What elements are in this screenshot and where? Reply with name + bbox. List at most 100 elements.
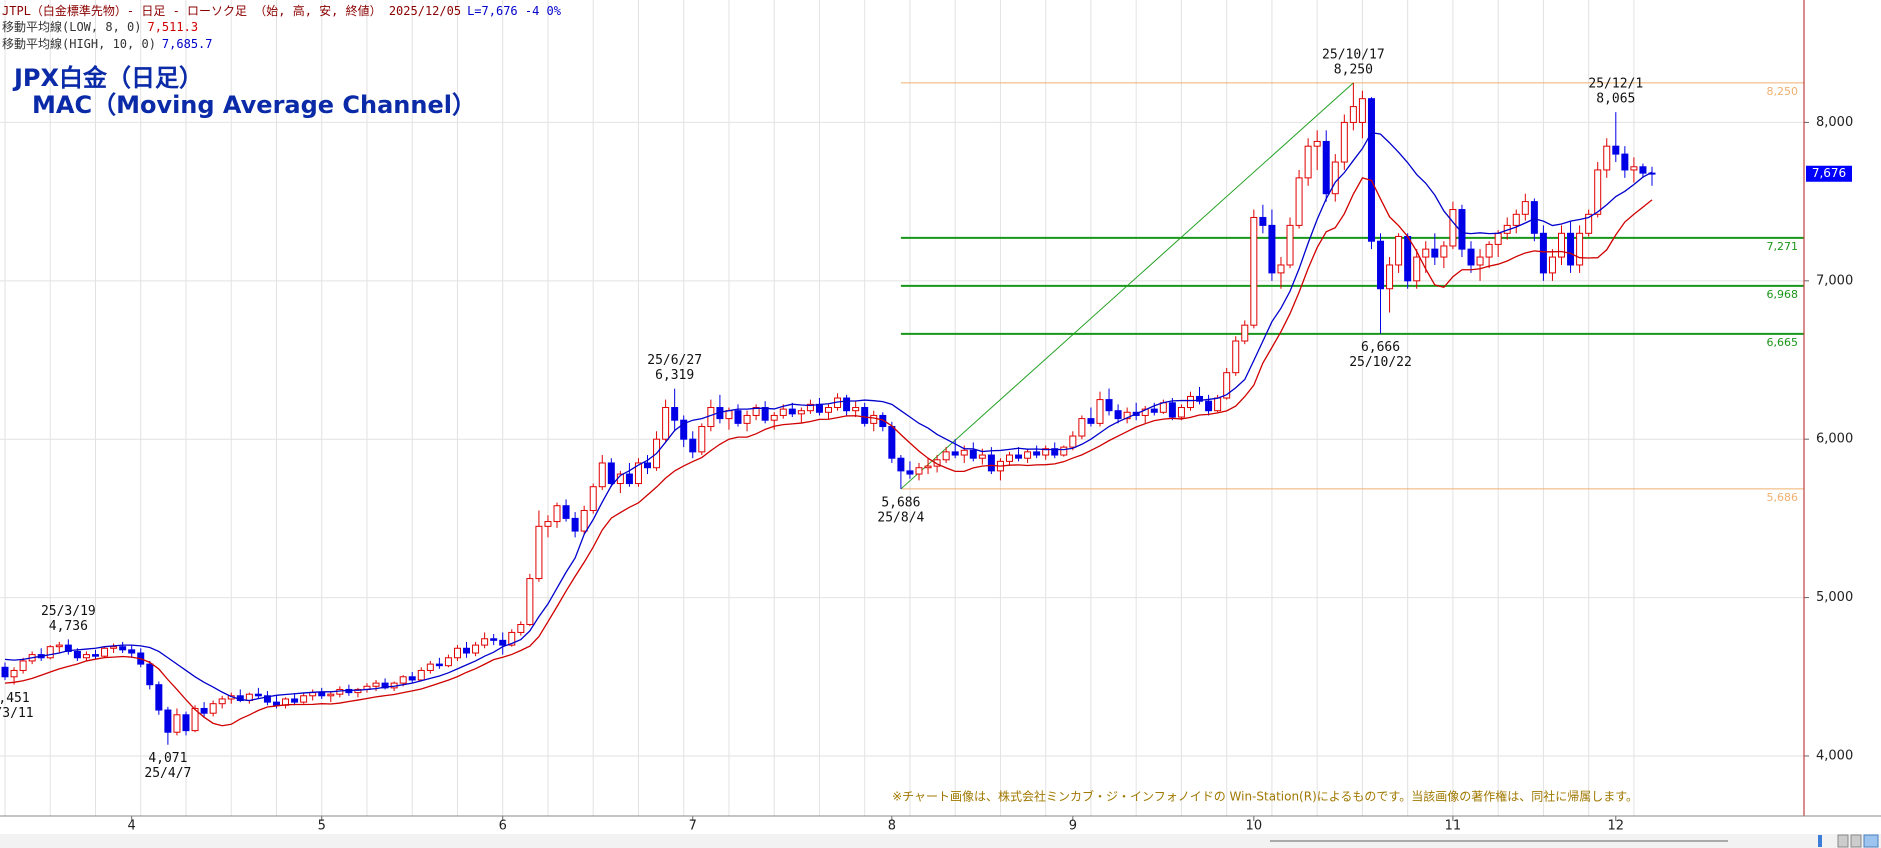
candle-body: [879, 414, 887, 428]
candle-body: [987, 454, 995, 472]
level-label: 6,968: [1767, 288, 1799, 301]
candle-body: [924, 465, 932, 469]
candle-body: [825, 407, 832, 413]
candle-body: [73, 650, 81, 659]
candle-body: [1114, 410, 1122, 420]
candle-body: [1431, 248, 1439, 258]
candle-body: [1105, 399, 1113, 412]
y-tick-label: 6,000: [1816, 432, 1853, 447]
scroll-strip: [0, 834, 1881, 848]
candle-body: [644, 462, 652, 469]
candle-body: [1005, 454, 1013, 462]
annotation-date: 25/4/7: [144, 766, 191, 781]
candle-body: [91, 654, 99, 657]
candle-body: [978, 454, 986, 459]
candle-body: [1558, 232, 1566, 258]
candle-body: [490, 638, 498, 641]
annotation-date: 25/10/17: [1322, 47, 1385, 62]
candle-body: [1476, 256, 1484, 266]
candle-body: [209, 703, 217, 714]
labels-layer: 4 5 6 7 8 9 10 11 12 4,000 5,000 6,000 7,000 8,000 8,2…: [0, 47, 1853, 833]
candle-body: [82, 654, 90, 659]
candle-body: [1340, 121, 1348, 163]
annotation-value: 6,666: [1361, 340, 1400, 355]
candle-body: [770, 414, 778, 421]
annotation-date: 25/8/4: [877, 510, 924, 525]
candle-body: [634, 462, 642, 485]
candle-body: [1205, 400, 1213, 412]
annotation-date: 25/12/1: [1588, 77, 1643, 92]
candle-body: [408, 676, 416, 681]
candle-body: [761, 407, 769, 421]
annotation-date: 25/10/22: [1349, 355, 1412, 370]
candle-body: [46, 646, 54, 659]
copyright-note: ※チャート画像は、株式会社ミンカブ・ジ・インフォノイドの Win-Station…: [892, 789, 1638, 804]
candle-body: [553, 505, 561, 523]
candle-body: [960, 449, 968, 456]
candle-body: [426, 663, 434, 671]
candle-body: [1060, 446, 1068, 456]
candle-body: [191, 707, 199, 732]
candle-body: [354, 688, 362, 694]
candle-body: [1404, 235, 1412, 282]
grid-layer: [0, 0, 1809, 821]
candle-body: [272, 701, 280, 706]
candle-body: [680, 419, 688, 440]
annotation-value: ,451: [0, 691, 30, 706]
candle-body: [372, 682, 380, 687]
moving-average-line: [4, 177, 1653, 727]
candle-body: [1259, 216, 1267, 226]
x-tick-label: 4: [128, 819, 136, 834]
candle-body: [146, 663, 154, 686]
candle-body: [526, 578, 534, 626]
candle-body: [499, 639, 507, 646]
candle-body: [1096, 399, 1104, 424]
candle-body: [788, 408, 796, 415]
candle-body: [1358, 98, 1366, 123]
candle-body: [218, 698, 226, 705]
ma-name: 移動平均線(HIGH, 10, 0): [2, 36, 156, 51]
candle-body: [1196, 395, 1204, 402]
candle-body: [625, 473, 633, 485]
x-tick-label: 8: [888, 819, 896, 834]
candle-body: [1313, 140, 1321, 147]
candle-body: [861, 407, 869, 424]
candle-body: [571, 517, 579, 532]
candle-body: [806, 403, 814, 412]
y-tick-label: 5,000: [1816, 590, 1853, 605]
candle-body: [752, 407, 760, 416]
zoom-button[interactable]: [1837, 834, 1849, 848]
candle-body: [1042, 448, 1050, 456]
candle-body: [544, 521, 552, 527]
candle-body: [1539, 232, 1547, 274]
candle-body: [1250, 216, 1258, 326]
candle-body: [562, 505, 570, 519]
candle-body: [1449, 209, 1457, 247]
header-text: JTPL（白金標準先物）- 日足 - ローソク足 （始, 高, 安, 終値） 2…: [2, 3, 461, 18]
candle-body: [64, 644, 72, 652]
candle-body: [689, 438, 697, 453]
candle-body: [1576, 232, 1584, 266]
candle-body: [707, 407, 715, 428]
candle-body: [19, 660, 27, 671]
candle-body: [55, 644, 63, 648]
candle-body: [951, 451, 959, 456]
scroll-thumb[interactable]: [1818, 835, 1822, 847]
candle-body: [1268, 224, 1276, 274]
candle-body: [10, 669, 18, 678]
candle-body: [1612, 145, 1620, 155]
candle-body: [182, 714, 190, 732]
candle-body: [852, 407, 860, 412]
annotation-date: 25/3/19: [41, 604, 96, 619]
fit-button[interactable]: [1863, 834, 1879, 848]
candle-body: [888, 426, 896, 459]
zoom-button[interactable]: [1850, 834, 1862, 848]
level-label: 7,271: [1767, 240, 1799, 253]
candle-body: [327, 693, 335, 697]
marks-layer: [1, 82, 1804, 745]
candle-body: [173, 714, 181, 733]
candle-body: [291, 698, 299, 703]
